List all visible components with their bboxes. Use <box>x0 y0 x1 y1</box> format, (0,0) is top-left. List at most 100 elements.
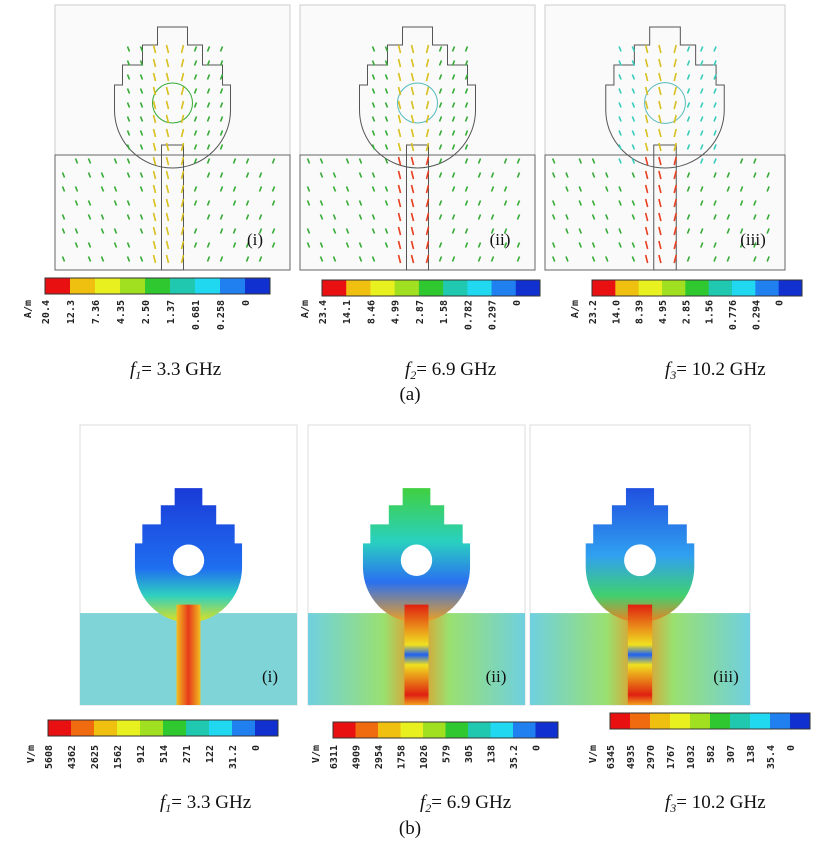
colorbar-tick-label: 514 <box>159 745 170 763</box>
current-arrow <box>686 256 691 262</box>
current-arrow <box>245 158 250 164</box>
current-arrow <box>126 60 131 66</box>
current-arrow <box>726 228 731 234</box>
current-arrow <box>410 254 415 264</box>
current-arrow <box>397 184 402 194</box>
colorbar-tick-label: 0.297 <box>488 300 499 330</box>
current-arrow <box>319 158 324 164</box>
current-arrow <box>631 74 636 80</box>
current-arrow <box>152 44 157 54</box>
current-arrow <box>726 256 731 262</box>
current-arrow <box>165 212 170 222</box>
current-arrow <box>464 74 469 80</box>
current-arrow <box>713 200 717 206</box>
current-arrow <box>180 240 185 250</box>
current-arrow <box>713 214 717 220</box>
current-arrow <box>605 214 609 220</box>
current-arrow <box>490 214 495 220</box>
current-arrow <box>578 200 582 206</box>
colorbar-segment <box>378 722 401 738</box>
current-arrow <box>371 228 376 234</box>
current-arrow <box>319 200 324 206</box>
current-arrow <box>397 254 402 264</box>
current-arrow <box>87 158 92 164</box>
current-arrow <box>384 158 389 164</box>
current-arrow <box>232 228 237 234</box>
current-arrow <box>139 214 144 220</box>
colorbar-unit: A/m <box>570 300 581 318</box>
caption-part: f <box>130 359 138 380</box>
colorbar-segment <box>467 280 493 296</box>
current-arrow <box>644 170 649 180</box>
colorbar-tick-label: 2.85 <box>681 300 692 324</box>
current-arrow <box>425 86 430 96</box>
current-arrow <box>306 186 311 192</box>
current-arrow <box>74 186 79 192</box>
current-arrow <box>565 214 569 220</box>
current-arrow <box>451 256 456 262</box>
current-arrow <box>766 256 770 262</box>
current-arrow <box>464 228 469 234</box>
current-arrow <box>397 114 402 124</box>
current-arrow <box>438 46 443 52</box>
colorbar-tick-label: 122 <box>205 745 216 763</box>
current-arrow <box>464 130 469 136</box>
current-arrow <box>410 156 415 166</box>
current-arrow <box>219 74 224 80</box>
current-arrow <box>193 144 198 150</box>
colorbar-segment <box>140 720 164 736</box>
current-arrow <box>61 228 66 234</box>
current-arrow <box>605 256 609 262</box>
current-arrow <box>425 44 430 54</box>
current-arrow <box>61 256 66 262</box>
current-arrow <box>384 60 389 66</box>
colorbar-segment <box>120 278 146 294</box>
current-arrow <box>673 72 677 82</box>
current-arrow <box>565 172 569 178</box>
current-arrow <box>605 228 609 234</box>
current-arrow <box>551 158 556 164</box>
current-arrow <box>100 228 105 234</box>
current-arrow <box>425 114 430 124</box>
current-arrow <box>165 58 170 68</box>
current-arrow <box>425 198 430 208</box>
current-arrow <box>271 186 276 192</box>
current-arrow <box>551 172 556 178</box>
current-arrow <box>358 214 363 220</box>
current-arrow <box>384 200 389 206</box>
current-arrow <box>126 74 131 80</box>
current-arrow <box>673 114 677 124</box>
current-arrow <box>739 158 744 164</box>
current-arrow <box>126 88 131 94</box>
current-arrow <box>332 214 337 220</box>
colorbar-segment <box>778 280 803 296</box>
current-arrow <box>206 60 211 66</box>
current-arrow <box>126 46 131 52</box>
current-arrow <box>686 144 691 150</box>
colorbar-segment <box>732 280 756 296</box>
current-arrow <box>113 242 118 248</box>
colorbar-tick-label: 4362 <box>67 745 78 769</box>
current-arrow <box>673 226 677 236</box>
colorbar-segment <box>394 280 420 296</box>
current-arrow <box>61 186 66 192</box>
current-arrow <box>345 186 350 192</box>
current-arrow <box>700 130 704 136</box>
current-arrow <box>87 214 92 220</box>
colorbar-tick-label: 2970 <box>646 745 657 769</box>
current-arrow <box>371 74 376 80</box>
current-arrow <box>591 158 596 164</box>
current-arrow <box>631 172 636 178</box>
current-arrow <box>74 228 79 234</box>
current-arrow <box>180 198 185 208</box>
current-arrow <box>565 256 569 262</box>
current-arrow <box>503 158 508 164</box>
current-arrow <box>126 200 131 206</box>
current-arrow <box>345 200 350 206</box>
current-arrow <box>425 212 430 222</box>
current-arrow <box>193 200 198 206</box>
current-arrow <box>618 144 622 150</box>
colorbar-segment <box>400 722 424 738</box>
current-arrow <box>193 60 198 66</box>
colorbar-tick-label: 1758 <box>397 745 408 769</box>
